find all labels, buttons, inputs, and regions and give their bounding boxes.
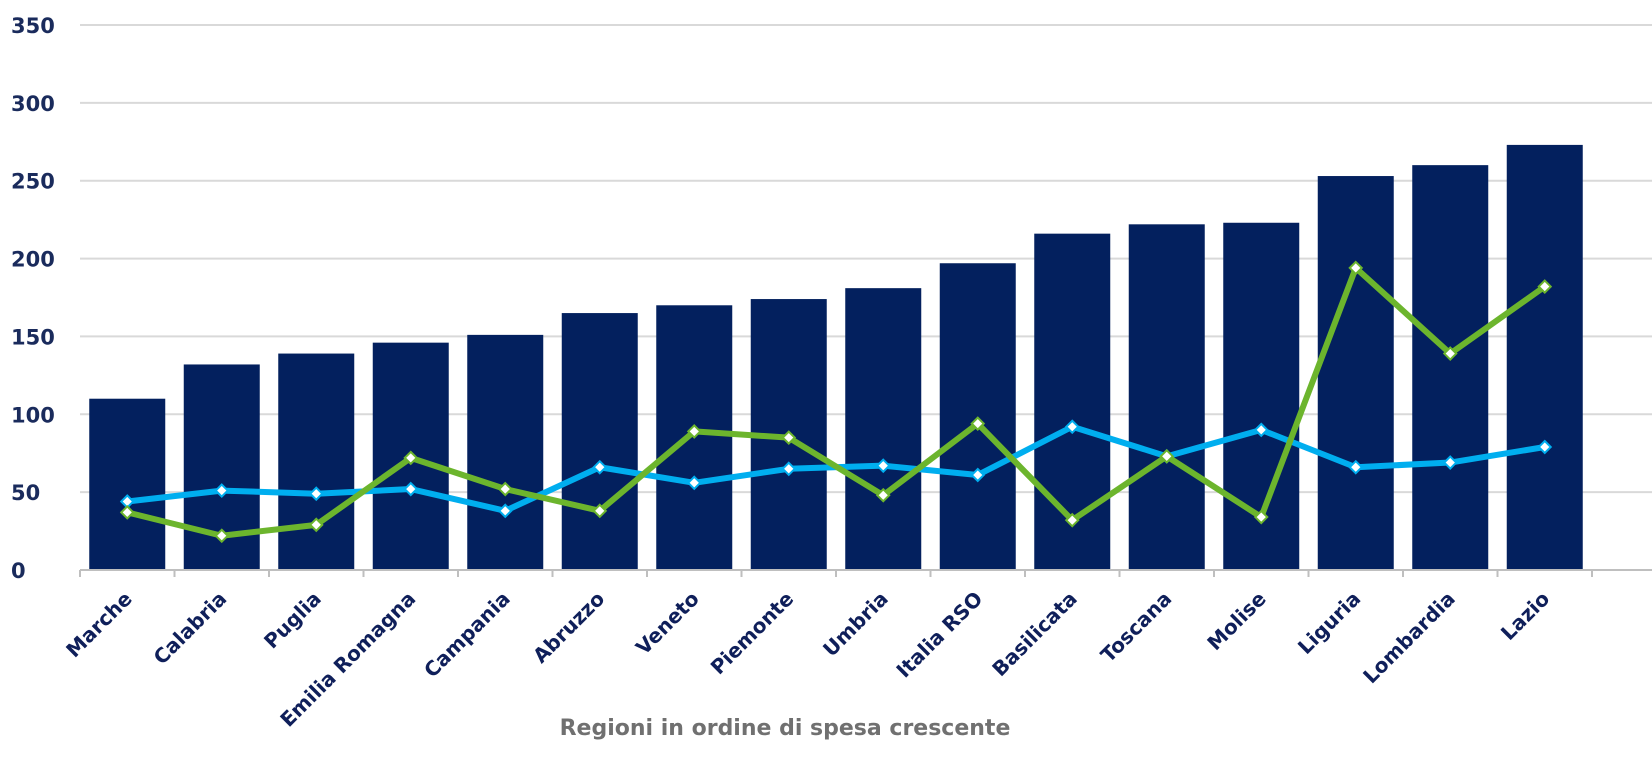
line-point bbox=[1537, 279, 1553, 295]
x-tick-label: Toscana bbox=[1096, 587, 1176, 667]
line-point bbox=[781, 461, 797, 477]
x-tick-label: Molise bbox=[1202, 587, 1270, 655]
line-point bbox=[1064, 419, 1080, 435]
line-point bbox=[497, 503, 513, 519]
bar bbox=[1317, 176, 1394, 571]
line-point bbox=[497, 481, 513, 497]
line-series-path bbox=[126, 264, 1547, 539]
line-point bbox=[686, 475, 702, 491]
bar bbox=[1506, 144, 1583, 570]
line-point bbox=[781, 430, 797, 446]
bar bbox=[1412, 165, 1489, 570]
line-point bbox=[592, 459, 608, 475]
line-point bbox=[970, 467, 986, 483]
bar bbox=[1128, 224, 1205, 571]
x-tick-label: Abruzzo bbox=[528, 587, 609, 668]
line-point bbox=[1253, 509, 1269, 525]
x-tick-label: Liguria bbox=[1293, 587, 1365, 659]
line-series bbox=[119, 260, 1553, 544]
line-point bbox=[1537, 439, 1553, 455]
x-tick-label: Calabria bbox=[149, 587, 232, 670]
y-tick-label: 50 bbox=[11, 481, 40, 505]
y-axis: 0 50 100 150 200 250 300 350 bbox=[11, 14, 55, 583]
bar bbox=[89, 398, 166, 570]
line-point bbox=[1064, 512, 1080, 528]
x-tick-label: Lombardia bbox=[1358, 587, 1460, 689]
y-tick-label: 0 bbox=[11, 559, 26, 583]
x-axis-label: Regioni in ordine di spesa crescente bbox=[560, 716, 1011, 741]
x-tick-label: Italia RSO bbox=[891, 587, 987, 683]
line-point bbox=[1348, 260, 1364, 276]
y-tick-label: 150 bbox=[11, 325, 55, 349]
x-tick-label: Umbria bbox=[818, 587, 893, 662]
line-point bbox=[875, 458, 891, 474]
line-point bbox=[970, 416, 986, 432]
bar bbox=[845, 288, 922, 570]
y-tick-label: 100 bbox=[11, 403, 55, 427]
line-point bbox=[1253, 422, 1269, 438]
line-point bbox=[119, 504, 135, 520]
x-tick-label: Campania bbox=[419, 587, 515, 683]
y-tick-label: 200 bbox=[11, 248, 55, 272]
line-point bbox=[686, 424, 702, 439]
x-tick-label: Lazio bbox=[1496, 587, 1554, 645]
y-tick-label: 250 bbox=[11, 170, 55, 194]
x-tick-label: Veneto bbox=[631, 587, 704, 660]
x-tick-label: Basilicata bbox=[987, 587, 1081, 681]
bar bbox=[467, 334, 544, 570]
x-tick-label: Puglia bbox=[259, 587, 326, 654]
bar bbox=[561, 313, 638, 570]
line-point bbox=[1442, 346, 1458, 361]
line-point bbox=[1348, 459, 1364, 475]
x-tick-label: Piemonte bbox=[706, 587, 799, 680]
line-point bbox=[308, 486, 324, 502]
line-point bbox=[403, 450, 419, 466]
line-point bbox=[1442, 455, 1458, 470]
line-point bbox=[1159, 448, 1175, 464]
line-point bbox=[308, 517, 324, 533]
bar-series bbox=[89, 144, 1583, 571]
x-tick-label: Marche bbox=[61, 587, 137, 663]
line-point bbox=[592, 503, 608, 519]
bar bbox=[278, 353, 355, 570]
y-tick-label: 350 bbox=[11, 14, 55, 38]
y-tick-label: 300 bbox=[11, 92, 55, 116]
line-point bbox=[403, 481, 419, 497]
line-point bbox=[875, 487, 891, 503]
line-point bbox=[214, 528, 230, 544]
line-point bbox=[214, 483, 230, 498]
